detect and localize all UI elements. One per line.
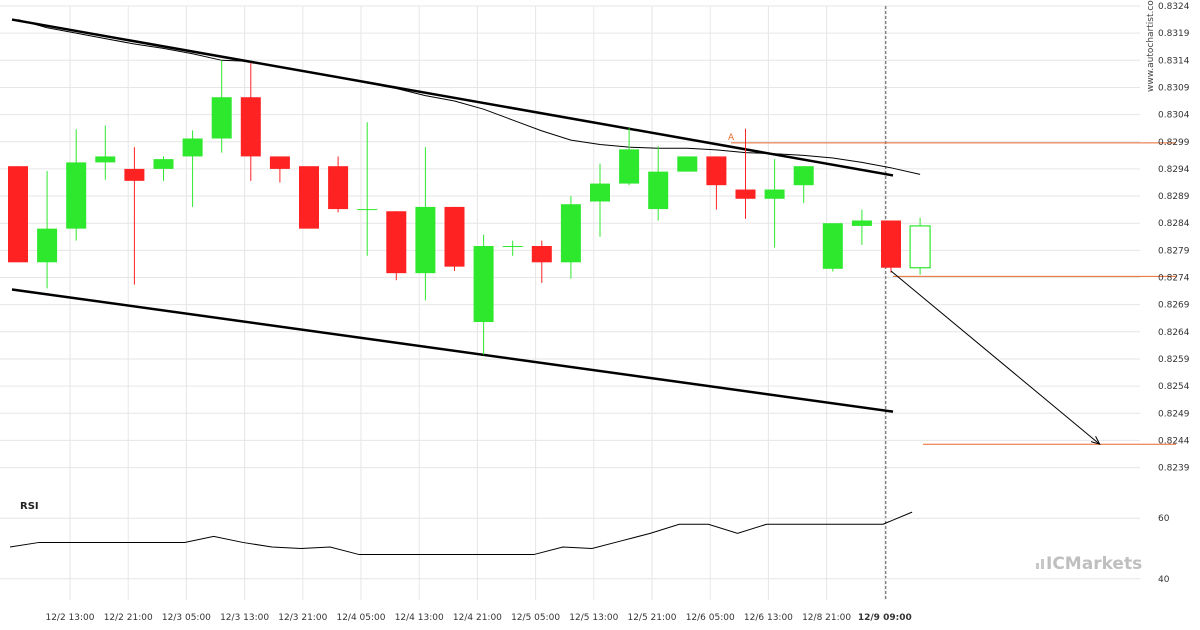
candle-body (182, 138, 203, 157)
candle-body (357, 209, 378, 211)
candle-body (822, 223, 843, 269)
time-axis: 12/2 13:00 12/2 21:00 12/3 05:00 12/3 13:00… (45, 613, 911, 623)
candle-body (444, 206, 465, 267)
candle-body (299, 166, 319, 229)
price-axis: 0.8324 0.8319 0.8314 0.8309 0.8304 0.8299 0.82… (1158, 2, 1190, 474)
candle-body (8, 166, 28, 263)
grid-lines (0, 5, 1140, 600)
candle-body (531, 246, 552, 263)
candle-body (706, 156, 727, 186)
rsi-label: RSI (20, 501, 39, 512)
candle-body (560, 204, 581, 263)
candle-body (124, 168, 145, 181)
candle-body (619, 149, 640, 184)
candle-body (881, 220, 901, 268)
time-tick-label: 12/5 13:00 (569, 613, 618, 623)
candles (8, 60, 931, 355)
time-tick-label: 12/4 05:00 (336, 613, 385, 623)
brand-logo-bar-1 (1036, 563, 1039, 569)
time-tick-label: 12/4 21:00 (453, 613, 502, 623)
price-tick-label: 0.8254 (1158, 382, 1190, 392)
candle-body (153, 159, 174, 169)
candle-body (735, 189, 756, 199)
time-tick-label: 12/5 21:00 (627, 613, 676, 623)
price-tick-label: 0.8239 (1158, 464, 1190, 474)
descending-channel (11, 18, 894, 413)
candle-body (37, 228, 58, 263)
channel-lower-line (11, 288, 894, 413)
candle-body (590, 183, 610, 202)
candle-body (909, 225, 931, 269)
candle-body (677, 156, 698, 172)
rsi-line (9, 511, 913, 556)
time-tick-label: 12/8 21:00 (802, 613, 851, 623)
time-tick-label: 12/6 05:00 (686, 613, 735, 623)
time-tick-label: 12/3 13:00 (220, 613, 269, 623)
time-tick-label: 12/2 13:00 (45, 613, 94, 623)
moving-average (17, 19, 921, 175)
rsi-tick-label: 60 (1158, 514, 1170, 524)
price-tick-label: 0.8269 (1158, 301, 1190, 311)
channel-upper-line (11, 18, 894, 177)
candle-body (793, 166, 814, 186)
brand-logo-bar-2 (1041, 559, 1044, 569)
price-tick-label: 0.8249 (1158, 409, 1190, 419)
rsi-tick-label: 40 (1158, 575, 1170, 585)
watermark-text: www.autochartist.com (1146, 0, 1156, 92)
time-tick-label: 12/5 05:00 (511, 613, 560, 623)
forecast-arrow (890, 270, 1101, 446)
candle-body (211, 97, 232, 139)
price-tick-label: 0.8299 (1158, 138, 1190, 148)
price-tick-label: 0.8314 (1158, 56, 1190, 66)
price-tick-label: 0.8259 (1158, 355, 1190, 365)
candle-body (851, 220, 872, 226)
time-tick-label: 12/6 13:00 (744, 613, 793, 623)
time-tick-label: 12/2 21:00 (104, 613, 153, 623)
forecast-arrow-head (1090, 435, 1101, 446)
brand-logo: ICMarkets (1036, 554, 1142, 574)
time-tick-label: 12/3 05:00 (162, 613, 211, 623)
brand-text: ICMarkets (1046, 554, 1142, 574)
forecast-arrow-line (890, 270, 1101, 445)
price-tick-label: 0.8319 (1158, 29, 1190, 39)
candle-body (66, 162, 87, 229)
moving-average-line (17, 19, 921, 175)
price-tick-label: 0.8244 (1158, 436, 1190, 446)
candle-body (95, 156, 116, 163)
price-tick-label: 0.8304 (1158, 111, 1190, 121)
candle-body (269, 156, 290, 169)
price-tick-label: 0.8309 (1158, 83, 1190, 93)
rsi-panel: RSI 60 40 (0, 501, 1170, 585)
price-tick-label: 0.8294 (1158, 165, 1190, 175)
time-tick-label: 12/3 21:00 (278, 613, 327, 623)
candle-body (764, 189, 785, 199)
time-tick-label: 12/9 09:00 (858, 613, 912, 623)
candle-body (473, 246, 494, 323)
price-tick-label: 0.8264 (1158, 328, 1190, 338)
candle-body (502, 246, 523, 248)
candle-body (415, 206, 436, 274)
candle-body (648, 171, 669, 210)
candle-body (328, 166, 349, 210)
price-tick-label: 0.8284 (1158, 219, 1190, 229)
level-lines: A (728, 133, 1176, 445)
price-tick-label: 0.8274 (1158, 274, 1190, 284)
candle-body (240, 97, 261, 157)
time-tick-label: 12/4 13:00 (395, 613, 444, 623)
price-tick-label: 0.8289 (1158, 192, 1190, 202)
price-tick-label: 0.8279 (1158, 246, 1190, 256)
resistance-level-label: A (728, 133, 735, 143)
candle-body (386, 211, 407, 274)
price-tick-label: 0.8324 (1158, 2, 1190, 12)
